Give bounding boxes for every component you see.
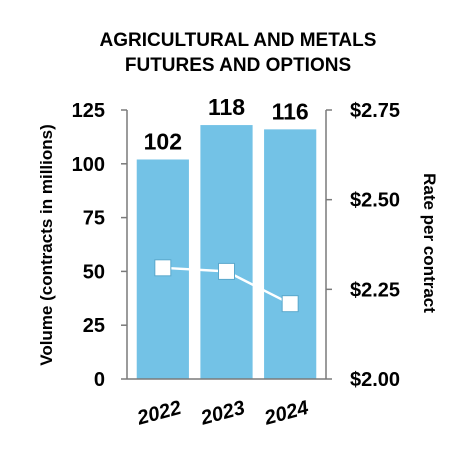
chart-title-line-2: FUTURES AND OPTIONS [125, 55, 351, 76]
bar-2023 [200, 125, 253, 380]
rate-point-2023 [218, 262, 235, 280]
chart-title-line-1: AGRICULTURAL AND METALS [100, 30, 377, 51]
y-axis-label: Volume (contracts in millions) [37, 124, 56, 366]
axes-group [121, 109, 332, 380]
y2-tick-label: $2.25 [350, 279, 400, 301]
y-tick-label: 50 [83, 261, 105, 283]
y2-tick-label: $2.50 [350, 190, 400, 212]
y2-tick-label: $2.75 [350, 100, 400, 122]
y-tick-label: 0 [94, 369, 105, 391]
data-label-2022: 102 [144, 128, 182, 154]
chart-title: AGRICULTURAL AND METALS FUTURES AND OPTI… [100, 30, 377, 76]
x-tick-label-2023: 2023 [198, 397, 248, 430]
bars-group [136, 125, 317, 380]
y2-axis-label: Rate per contract [420, 173, 439, 313]
rate-line-group [154, 259, 299, 313]
rate-point-2024 [281, 295, 299, 313]
x-tick-label-2024: 2024 [261, 397, 311, 430]
y-tick-label: 100 [72, 154, 105, 176]
bar-2024 [264, 129, 317, 379]
y-tick-label: 25 [83, 315, 105, 337]
y2-tick-label: $2.00 [350, 369, 400, 391]
rate-point-2022 [154, 259, 172, 277]
y-tick-label: 125 [72, 100, 105, 122]
data-label-2024: 116 [272, 98, 309, 124]
x-tick-label-2022: 2022 [134, 397, 184, 430]
data-label-2023: 118 [208, 94, 245, 120]
y-tick-label: 75 [83, 208, 105, 230]
